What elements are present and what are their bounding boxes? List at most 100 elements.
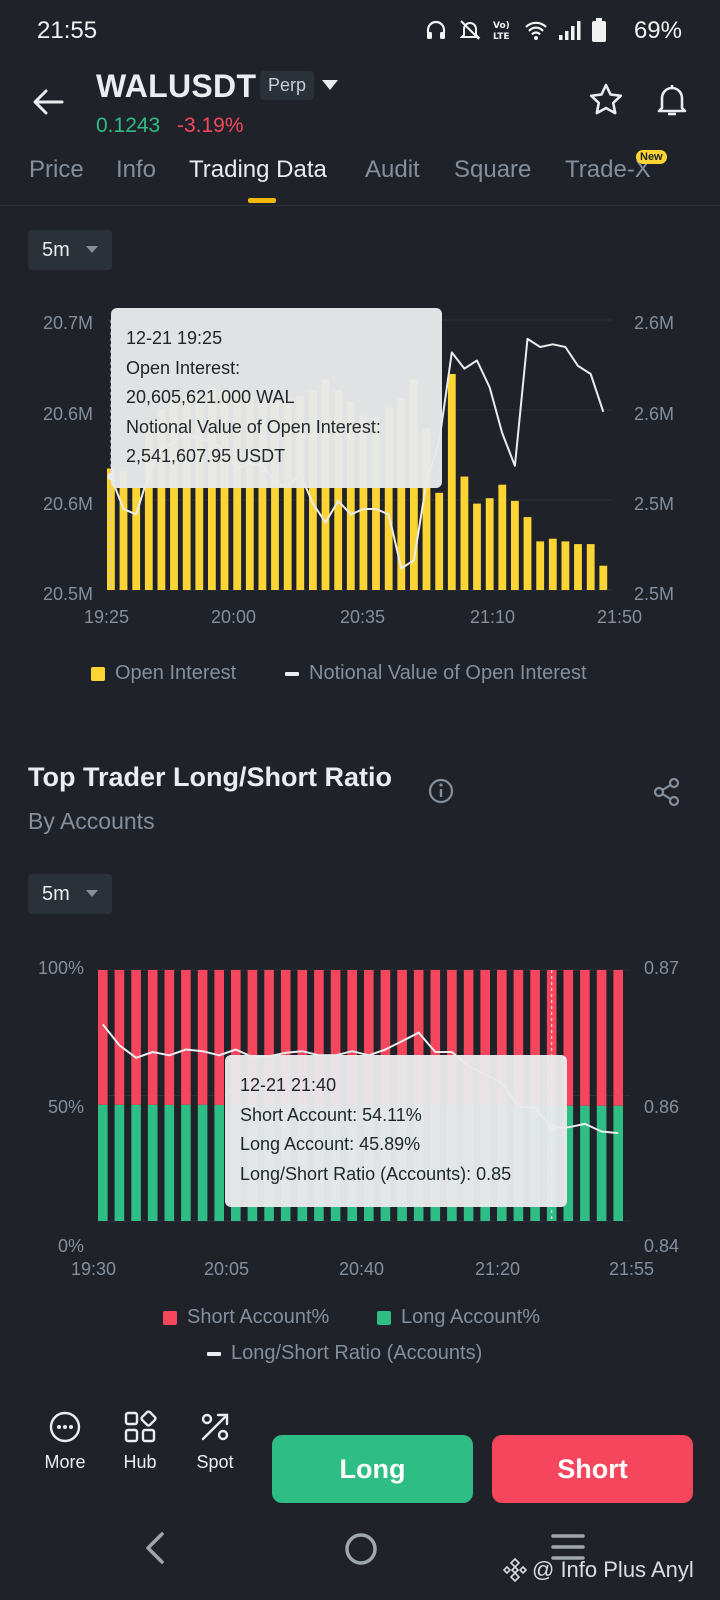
- open-interest-bar[interactable]: [599, 565, 608, 590]
- legend-open-interest[interactable]: Open Interest: [91, 662, 236, 685]
- short-account-bar[interactable]: [413, 970, 424, 1105]
- open-interest-bar[interactable]: [107, 468, 115, 591]
- short-button[interactable]: Short: [492, 1435, 693, 1503]
- open-interest-bar[interactable]: [132, 487, 141, 590]
- open-interest-bar[interactable]: [258, 395, 267, 590]
- open-interest-bar[interactable]: [359, 414, 368, 591]
- open-interest-bar[interactable]: [384, 406, 393, 590]
- short-account-bar[interactable]: [463, 970, 474, 1106]
- contract-badge[interactable]: Perp: [260, 71, 315, 100]
- open-interest-bar[interactable]: [511, 500, 519, 590]
- long-account-bar[interactable]: [563, 1105, 574, 1221]
- alert-bell-icon[interactable]: [654, 82, 690, 118]
- open-interest-bar[interactable]: [157, 409, 166, 590]
- long-account-bar[interactable]: [580, 1105, 590, 1221]
- short-account-bar[interactable]: [347, 970, 357, 1105]
- short-account-bar[interactable]: [497, 970, 507, 1106]
- open-interest-bar[interactable]: [435, 492, 444, 590]
- tab-trading-data[interactable]: Trading Data: [189, 156, 327, 183]
- short-account-bar[interactable]: [147, 970, 158, 1105]
- open-interest-bar[interactable]: [346, 401, 355, 590]
- open-interest-bar[interactable]: [460, 476, 469, 590]
- interval-dropdown-2[interactable]: 5m: [28, 874, 112, 914]
- short-account-bar[interactable]: [314, 970, 324, 1105]
- short-account-bar[interactable]: [114, 970, 125, 1105]
- open-interest-bar[interactable]: [283, 398, 292, 590]
- short-account-bar[interactable]: [530, 970, 540, 1106]
- open-interest-bar[interactable]: [485, 498, 494, 590]
- info-icon[interactable]: [427, 777, 455, 805]
- short-account-bar[interactable]: [197, 970, 208, 1105]
- share-icon[interactable]: [652, 777, 682, 807]
- long-account-bar[interactable]: [596, 1105, 607, 1221]
- short-account-bar[interactable]: [181, 970, 191, 1105]
- tab-info[interactable]: Info: [116, 156, 157, 183]
- long-account-bar[interactable]: [197, 1104, 208, 1221]
- short-account-bar[interactable]: [613, 970, 623, 1106]
- short-account-bar[interactable]: [447, 970, 457, 1105]
- short-account-bar[interactable]: [563, 970, 574, 1106]
- short-account-bar[interactable]: [330, 970, 341, 1105]
- long-button[interactable]: Long: [272, 1435, 473, 1503]
- open-interest-bar[interactable]: [245, 395, 254, 590]
- long-account-bar[interactable]: [114, 1104, 125, 1221]
- open-interest-bar[interactable]: [586, 544, 595, 590]
- tab-square[interactable]: Square: [454, 156, 532, 183]
- open-interest-bar[interactable]: [296, 395, 305, 590]
- tab-audit[interactable]: Audit: [365, 156, 420, 183]
- long-account-bar[interactable]: [164, 1105, 175, 1221]
- pair-dropdown-icon[interactable]: [322, 80, 338, 90]
- nav-recents-icon[interactable]: [550, 1532, 586, 1562]
- long-account-bar[interactable]: [613, 1105, 623, 1221]
- open-interest-bar[interactable]: [548, 538, 557, 590]
- legend-long-account[interactable]: Long Account%: [377, 1306, 540, 1329]
- short-account-bar[interactable]: [231, 970, 241, 1105]
- open-interest-bar[interactable]: [422, 428, 431, 590]
- open-interest-bar[interactable]: [309, 390, 317, 590]
- tab-price[interactable]: Price: [29, 156, 84, 183]
- long-account-bar[interactable]: [131, 1104, 141, 1221]
- open-interest-bar[interactable]: [119, 471, 128, 590]
- open-interest-bar[interactable]: [536, 541, 545, 590]
- legend-notional-value[interactable]: Notional Value of Open Interest: [285, 662, 587, 685]
- open-interest-bar[interactable]: [397, 398, 406, 590]
- open-interest-bar[interactable]: [447, 374, 456, 590]
- open-interest-bar[interactable]: [208, 387, 216, 591]
- short-account-bar[interactable]: [247, 970, 258, 1105]
- open-interest-bar[interactable]: [561, 541, 570, 590]
- open-interest-bar[interactable]: [170, 401, 178, 590]
- short-account-bar[interactable]: [513, 970, 524, 1106]
- spot-button[interactable]: Spot: [183, 1410, 247, 1473]
- open-interest-bar[interactable]: [372, 417, 380, 590]
- long-account-bar[interactable]: [98, 1104, 108, 1221]
- short-account-bar[interactable]: [214, 970, 224, 1105]
- short-account-bar[interactable]: [264, 970, 274, 1105]
- nav-home-icon[interactable]: [343, 1531, 379, 1567]
- open-interest-bar[interactable]: [498, 484, 507, 590]
- short-account-bar[interactable]: [596, 970, 607, 1106]
- short-account-bar[interactable]: [397, 970, 407, 1105]
- short-account-bar[interactable]: [280, 970, 291, 1105]
- open-interest-bar[interactable]: [195, 395, 204, 590]
- open-interest-bar[interactable]: [574, 544, 582, 590]
- pair-name[interactable]: WALUSDT: [96, 68, 257, 104]
- short-account-bar[interactable]: [164, 970, 175, 1105]
- open-interest-bar[interactable]: [233, 392, 242, 590]
- legend-ratio[interactable]: Long/Short Ratio (Accounts): [207, 1342, 482, 1365]
- short-account-bar[interactable]: [131, 970, 141, 1105]
- legend-short-account[interactable]: Short Account%: [163, 1306, 329, 1329]
- long-account-bar[interactable]: [181, 1104, 191, 1221]
- favorite-star-icon[interactable]: [588, 82, 624, 118]
- open-interest-bar[interactable]: [271, 401, 279, 590]
- long-account-bar[interactable]: [214, 1105, 224, 1221]
- back-arrow-icon[interactable]: [28, 82, 68, 122]
- open-interest-bar[interactable]: [220, 390, 229, 590]
- open-interest-bar[interactable]: [144, 422, 153, 590]
- open-interest-bar[interactable]: [473, 503, 481, 590]
- short-account-bar[interactable]: [297, 970, 308, 1105]
- short-account-bar[interactable]: [430, 970, 441, 1105]
- short-account-bar[interactable]: [580, 970, 590, 1106]
- open-interest-bar[interactable]: [182, 395, 191, 590]
- short-account-bar[interactable]: [380, 970, 391, 1105]
- open-interest-bar[interactable]: [523, 517, 532, 590]
